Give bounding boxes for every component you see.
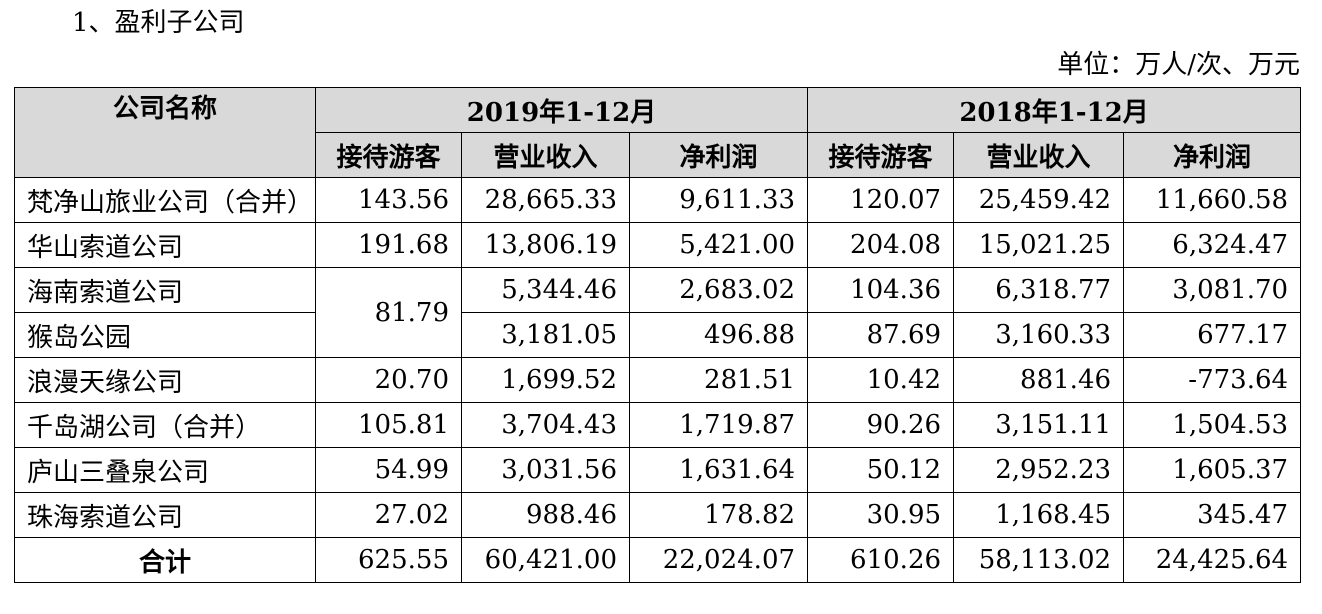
header-profit-2019: 净利润: [628, 132, 809, 178]
revenue-2019: 3,704.43: [461, 402, 630, 448]
company-name: 华山索道公司: [14, 222, 316, 268]
revenue-2019: 3,031.56: [461, 447, 630, 493]
total-visitors-2018: 610.26: [807, 537, 955, 583]
company-name: 庐山三叠泉公司: [14, 447, 316, 493]
visitors-2019: 143.56: [315, 177, 462, 223]
total-profit-2019: 22,024.07: [628, 537, 809, 583]
visitors-2019: 54.99: [315, 447, 462, 493]
profit-2019: 1,719.87: [628, 402, 809, 448]
unit-note: 单位：万人/次、万元: [1057, 50, 1300, 80]
total-revenue-2019: 60,421.00: [461, 537, 630, 583]
total-visitors-2019: 625.55: [315, 537, 462, 583]
header-profit-2018: 净利润: [1123, 132, 1302, 178]
revenue-2018: 15,021.25: [953, 222, 1125, 268]
profit-2019: 496.88: [628, 312, 809, 358]
revenue-2018: 881.46: [953, 357, 1125, 403]
company-name: 猴岛公园: [14, 312, 316, 358]
table-row: 浪漫天缘公司 20.70 1,699.52 281.51 10.42 881.4…: [14, 357, 1302, 403]
table-row: 珠海索道公司 27.02 988.46 178.82 30.95 1,168.4…: [14, 492, 1302, 538]
profit-2018: -773.64: [1123, 357, 1302, 403]
visitors-2018: 10.42: [807, 357, 955, 403]
company-name: 梵净山旅业公司（合并）: [14, 177, 316, 223]
revenue-2019: 28,665.33: [461, 177, 630, 223]
header-visitors-2019: 接待游客: [315, 132, 462, 178]
table-row: 梵净山旅业公司（合并） 143.56 28,665.33 9,611.33 12…: [14, 177, 1302, 223]
visitors-2019: 20.70: [315, 357, 462, 403]
revenue-2019: 988.46: [461, 492, 630, 538]
header-company: 公司名称: [14, 87, 316, 178]
revenue-2018: 25,459.42: [953, 177, 1125, 223]
visitors-2019-merged: 81.79: [315, 267, 462, 358]
revenue-2018: 3,160.33: [953, 312, 1125, 358]
section-title: 1、盈利子公司: [72, 8, 245, 38]
visitors-2018: 87.69: [807, 312, 955, 358]
profit-2018: 1,605.37: [1123, 447, 1302, 493]
revenue-2018: 1,168.45: [953, 492, 1125, 538]
total-revenue-2018: 58,113.02: [953, 537, 1125, 583]
profit-2018: 6,324.47: [1123, 222, 1302, 268]
visitors-2018: 30.95: [807, 492, 955, 538]
profit-2019: 178.82: [628, 492, 809, 538]
total-row: 合计 625.55 60,421.00 22,024.07 610.26 58,…: [14, 537, 1302, 583]
visitors-2019: 105.81: [315, 402, 462, 448]
company-name: 海南索道公司: [14, 267, 316, 313]
visitors-2018: 50.12: [807, 447, 955, 493]
revenue-2019: 5,344.46: [461, 267, 630, 313]
profit-2018: 1,504.53: [1123, 402, 1302, 448]
header-visitors-2018: 接待游客: [807, 132, 955, 178]
company-name: 珠海索道公司: [14, 492, 316, 538]
revenue-2018: 6,318.77: [953, 267, 1125, 313]
visitors-2018: 104.36: [807, 267, 955, 313]
visitors-2019: 27.02: [315, 492, 462, 538]
visitors-2018: 120.07: [807, 177, 955, 223]
table-row: 华山索道公司 191.68 13,806.19 5,421.00 204.08 …: [14, 222, 1302, 268]
table-row: 海南索道公司 81.79 5,344.46 2,683.02 104.36 6,…: [14, 267, 1302, 358]
header-period-2019: 2019年1-12月: [314, 87, 809, 133]
profit-2019: 5,421.00: [628, 222, 809, 268]
profit-subsidiaries-table: 公司名称 2019年1-12月 2018年1-12月 接待游客 营业收入 净利润…: [14, 87, 1302, 583]
revenue-2018: 3,151.11: [953, 402, 1125, 448]
header-revenue-2018: 营业收入: [953, 132, 1125, 178]
profit-2018: 3,081.70: [1123, 267, 1302, 313]
profit-2018: 345.47: [1123, 492, 1302, 538]
table-row: 猴岛公园 3,181.05 496.88 87.69 3,160.33 677.…: [14, 312, 1302, 358]
total-profit-2018: 24,425.64: [1123, 537, 1302, 583]
profit-2019: 2,683.02: [628, 267, 809, 313]
table-row: 庐山三叠泉公司 54.99 3,031.56 1,631.64 50.12 2,…: [14, 447, 1302, 493]
profit-2019: 9,611.33: [628, 177, 809, 223]
company-name: 浪漫天缘公司: [14, 357, 316, 403]
revenue-2019: 1,699.52: [461, 357, 630, 403]
visitors-2019: 191.68: [315, 222, 462, 268]
table-row: 千岛湖公司（合并） 105.81 3,704.43 1,719.87 90.26…: [14, 402, 1302, 448]
revenue-2019: 13,806.19: [461, 222, 630, 268]
revenue-2018: 2,952.23: [953, 447, 1125, 493]
profit-2019: 281.51: [628, 357, 809, 403]
revenue-2019: 3,181.05: [461, 312, 630, 358]
profit-2018: 11,660.58: [1123, 177, 1302, 223]
visitors-2018: 204.08: [807, 222, 955, 268]
profit-2019: 1,631.64: [628, 447, 809, 493]
visitors-2018: 90.26: [807, 402, 955, 448]
profit-2018: 677.17: [1123, 312, 1302, 358]
company-name: 千岛湖公司（合并）: [14, 402, 316, 448]
header-revenue-2019: 营业收入: [461, 132, 630, 178]
total-label: 合计: [14, 537, 316, 583]
header-period-2018: 2018年1-12月: [807, 87, 1302, 133]
